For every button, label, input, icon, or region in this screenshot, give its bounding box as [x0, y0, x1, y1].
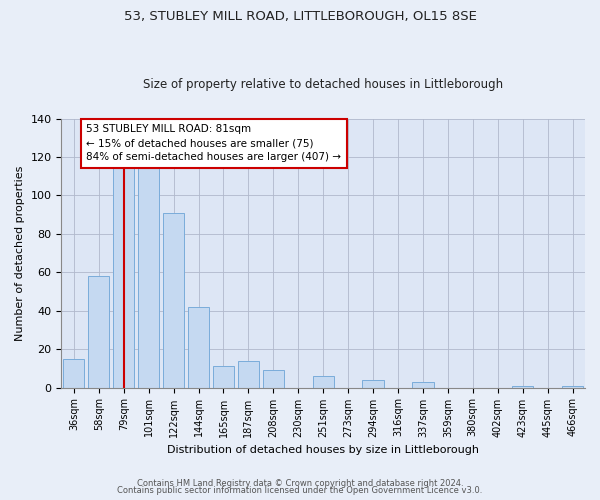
Bar [512, 386, 533, 388]
Text: 53 STUBLEY MILL ROAD: 81sqm
← 15% of detached houses are smaller (75)
84% of sem: 53 STUBLEY MILL ROAD: 81sqm ← 15% of det… [86, 124, 341, 162]
Y-axis label: Number of detached properties: Number of detached properties [15, 166, 25, 341]
Bar [188, 307, 209, 388]
Bar [113, 166, 134, 388]
Bar [562, 386, 583, 388]
Title: Size of property relative to detached houses in Littleborough: Size of property relative to detached ho… [143, 78, 503, 91]
Bar [163, 212, 184, 388]
Text: Contains HM Land Registry data © Crown copyright and database right 2024.: Contains HM Land Registry data © Crown c… [137, 478, 463, 488]
Bar [238, 360, 259, 388]
Text: 53, STUBLEY MILL ROAD, LITTLEBOROUGH, OL15 8SE: 53, STUBLEY MILL ROAD, LITTLEBOROUGH, OL… [124, 10, 476, 23]
Bar [412, 382, 434, 388]
Bar [63, 358, 85, 388]
Bar [263, 370, 284, 388]
Bar [138, 161, 159, 388]
Bar [362, 380, 383, 388]
Bar [313, 376, 334, 388]
Text: Contains public sector information licensed under the Open Government Licence v3: Contains public sector information licen… [118, 486, 482, 495]
Bar [88, 276, 109, 388]
Bar [213, 366, 234, 388]
X-axis label: Distribution of detached houses by size in Littleborough: Distribution of detached houses by size … [167, 445, 479, 455]
